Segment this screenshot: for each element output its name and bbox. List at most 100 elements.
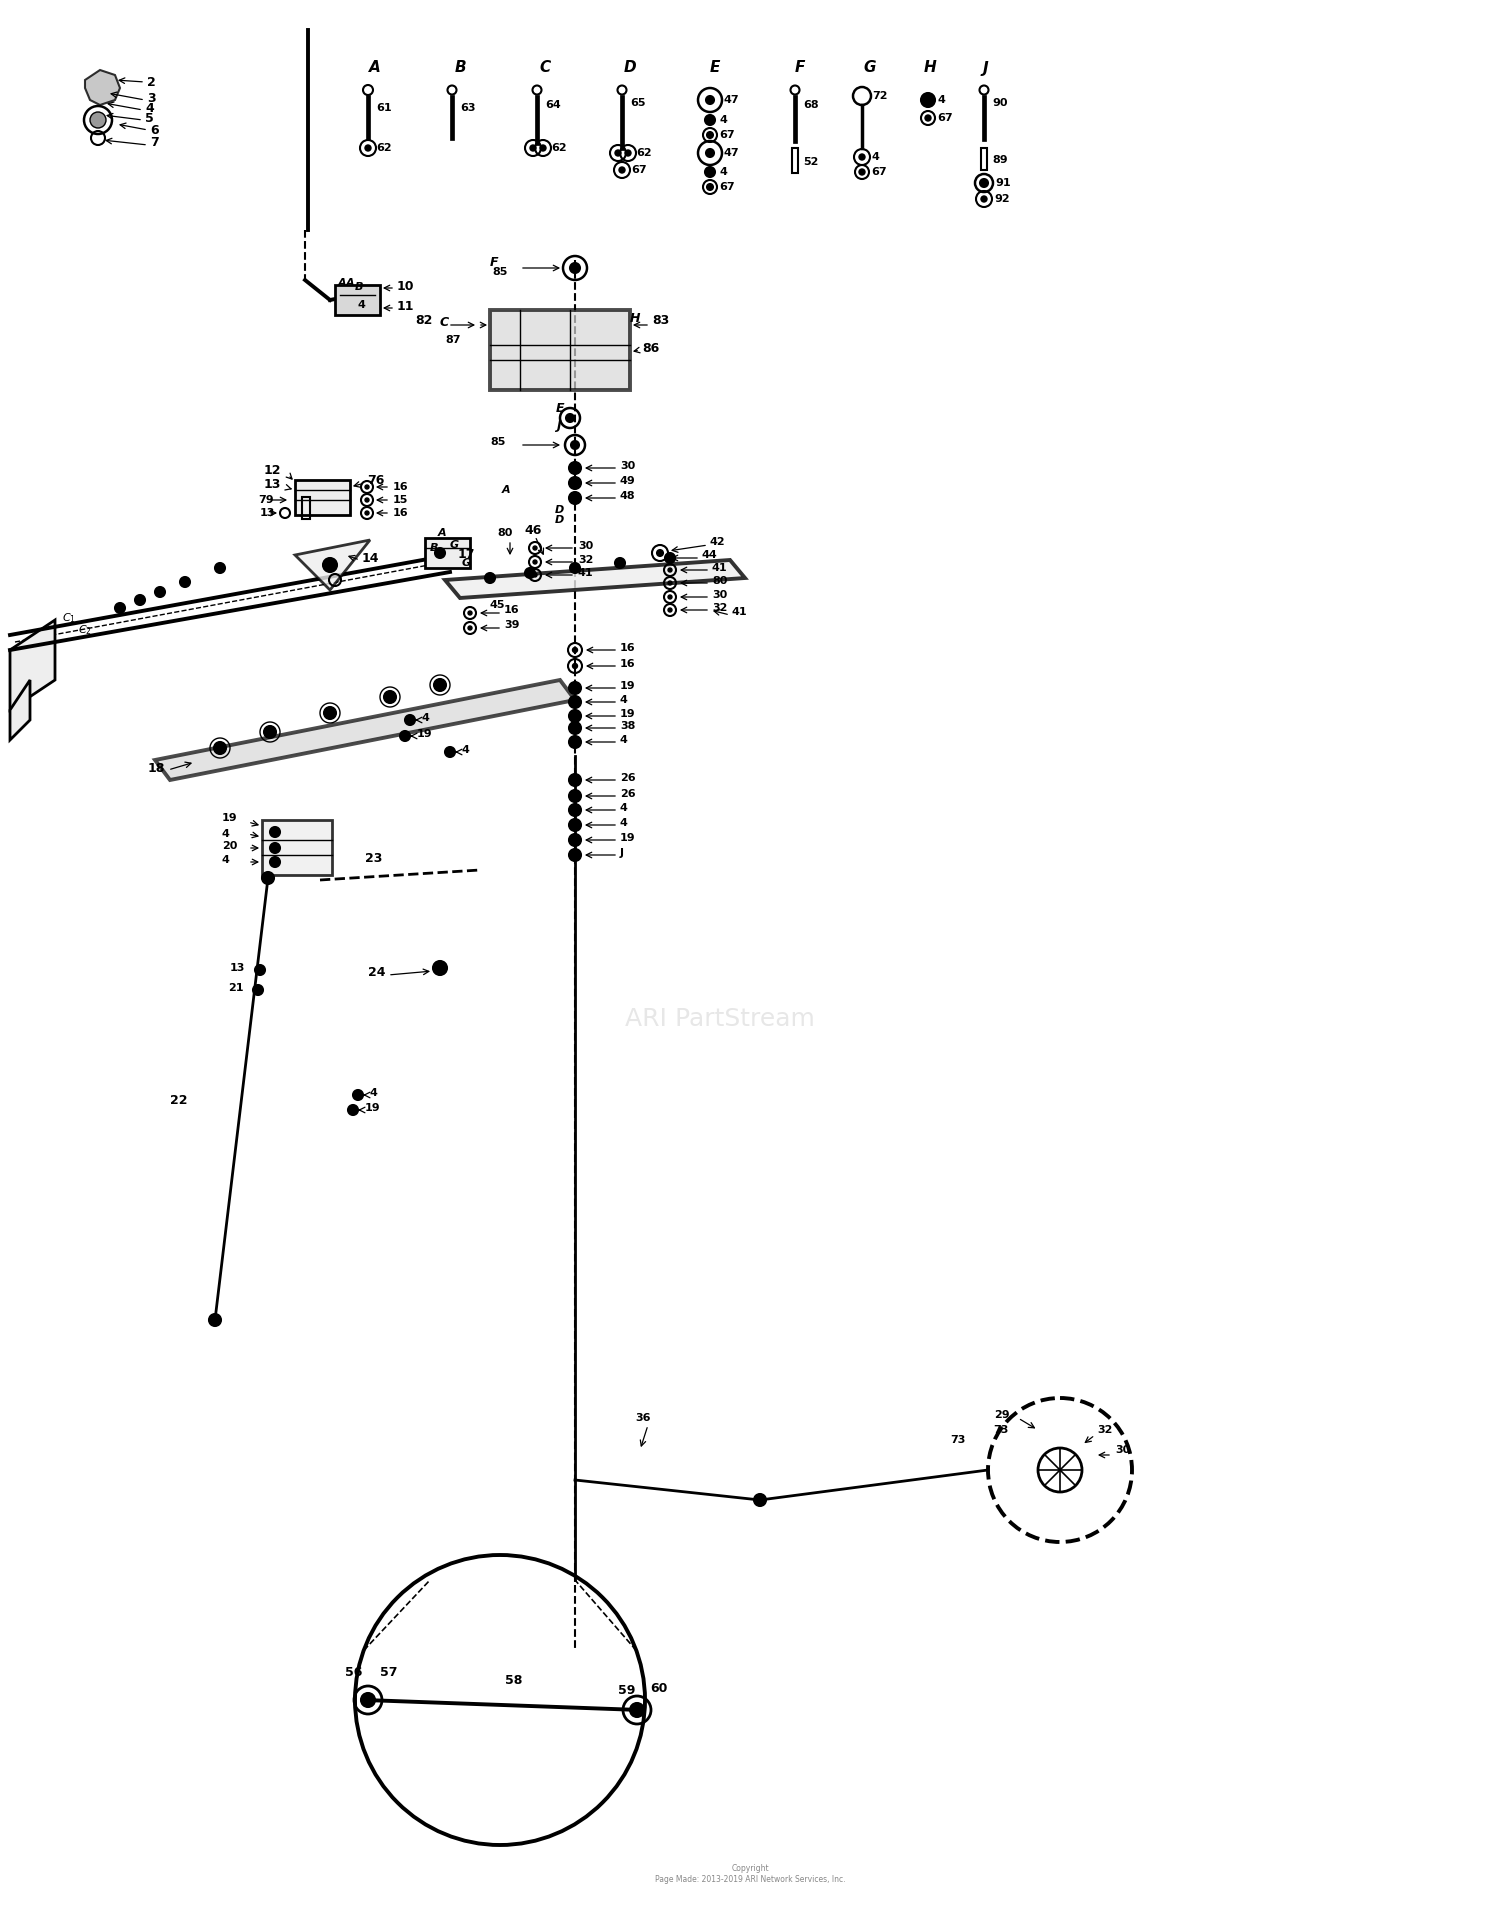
Circle shape — [180, 577, 190, 586]
Text: 17: 17 — [458, 548, 476, 561]
Text: 29: 29 — [994, 1411, 1010, 1420]
Text: 32: 32 — [712, 604, 728, 613]
Text: 47: 47 — [724, 148, 740, 158]
Circle shape — [364, 144, 370, 152]
Text: 72: 72 — [871, 90, 888, 102]
Text: B: B — [356, 283, 363, 292]
Bar — [296, 480, 350, 515]
Circle shape — [532, 573, 537, 577]
Bar — [424, 538, 470, 569]
Circle shape — [362, 1693, 375, 1707]
Circle shape — [270, 844, 280, 853]
Text: 46: 46 — [524, 523, 542, 536]
Text: 26: 26 — [620, 790, 636, 800]
Circle shape — [705, 115, 716, 125]
Circle shape — [364, 511, 369, 515]
Bar — [620, 94, 624, 150]
Text: 67: 67 — [718, 183, 735, 192]
Circle shape — [532, 559, 537, 563]
Text: 92: 92 — [994, 194, 1010, 204]
Text: 49: 49 — [620, 477, 636, 486]
Circle shape — [530, 144, 536, 152]
Text: 63: 63 — [460, 104, 476, 113]
Text: 3: 3 — [147, 92, 156, 104]
Text: 73: 73 — [950, 1436, 966, 1445]
Text: 4: 4 — [718, 115, 728, 125]
Circle shape — [568, 834, 580, 846]
Circle shape — [525, 569, 536, 579]
Circle shape — [705, 167, 716, 177]
Circle shape — [468, 611, 472, 615]
Text: 85: 85 — [490, 436, 506, 448]
Text: G: G — [462, 557, 471, 569]
Text: A: A — [346, 279, 354, 288]
Text: D: D — [555, 505, 564, 515]
Text: G: G — [450, 540, 459, 550]
Text: 4: 4 — [718, 167, 728, 177]
Text: J: J — [982, 60, 988, 75]
Circle shape — [573, 663, 578, 669]
Text: 30: 30 — [578, 540, 592, 552]
Text: 13: 13 — [260, 507, 276, 519]
Text: 67: 67 — [632, 165, 646, 175]
Circle shape — [573, 648, 578, 652]
Text: 60: 60 — [650, 1682, 668, 1695]
Circle shape — [664, 554, 675, 563]
Bar — [982, 94, 986, 140]
Text: 41: 41 — [712, 563, 728, 573]
Polygon shape — [154, 680, 574, 780]
Circle shape — [568, 492, 580, 504]
Text: 16: 16 — [393, 482, 408, 492]
Circle shape — [859, 154, 865, 160]
Text: 12: 12 — [264, 463, 282, 477]
Text: 22: 22 — [170, 1094, 188, 1107]
Text: 24: 24 — [368, 967, 386, 980]
Text: 30: 30 — [620, 461, 636, 471]
Bar — [794, 94, 796, 142]
Text: 4: 4 — [146, 102, 153, 115]
Text: $C_2$: $C_2$ — [78, 623, 92, 636]
Circle shape — [446, 748, 454, 757]
Text: 19: 19 — [620, 680, 636, 692]
Text: 39: 39 — [504, 621, 519, 630]
Circle shape — [568, 803, 580, 817]
Text: 4: 4 — [620, 734, 628, 746]
Text: A: A — [438, 529, 447, 538]
Circle shape — [484, 573, 495, 582]
Text: 19: 19 — [620, 832, 636, 844]
Circle shape — [540, 144, 546, 152]
Circle shape — [620, 167, 626, 173]
Text: 16: 16 — [620, 644, 636, 653]
Bar — [302, 498, 310, 519]
Text: 4: 4 — [620, 819, 628, 828]
Polygon shape — [296, 540, 370, 590]
Circle shape — [255, 965, 266, 974]
Circle shape — [657, 550, 663, 555]
Circle shape — [568, 790, 580, 801]
Circle shape — [324, 707, 336, 719]
Text: 67: 67 — [938, 113, 952, 123]
Circle shape — [214, 563, 225, 573]
Circle shape — [568, 736, 580, 748]
Bar — [262, 821, 332, 875]
Text: 4: 4 — [370, 1088, 378, 1097]
Circle shape — [668, 607, 672, 611]
Text: 48: 48 — [620, 490, 636, 502]
Text: 38: 38 — [620, 721, 636, 730]
Circle shape — [262, 873, 274, 884]
Text: 41: 41 — [732, 607, 747, 617]
Text: 57: 57 — [380, 1666, 398, 1678]
Text: 80: 80 — [712, 577, 728, 586]
Polygon shape — [10, 621, 56, 709]
Circle shape — [570, 563, 580, 573]
Text: H: H — [924, 60, 936, 75]
Text: D: D — [624, 60, 636, 75]
Circle shape — [322, 557, 338, 573]
Circle shape — [214, 742, 226, 753]
Text: C: C — [440, 317, 448, 329]
Circle shape — [980, 179, 988, 186]
Text: 4: 4 — [422, 713, 430, 723]
Circle shape — [754, 1493, 766, 1507]
Text: 30: 30 — [1114, 1445, 1131, 1455]
Text: E: E — [556, 402, 564, 415]
